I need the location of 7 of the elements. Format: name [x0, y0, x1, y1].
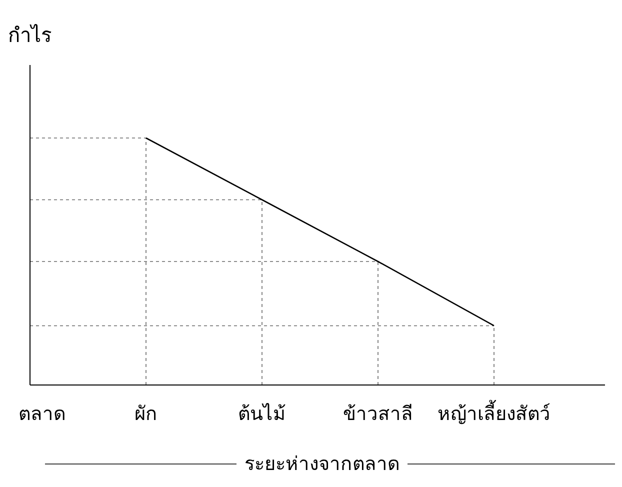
x-tick-label: หญ้าเลี้ยงสัตว์ — [438, 400, 550, 425]
x-tick-label: ข้าวสาลี — [343, 403, 413, 425]
y-axis-title: กำไร — [8, 23, 52, 47]
x-axis-title: ระยะห่างจากตลาด — [244, 453, 400, 475]
x-tick-label: ต้นไม้ — [238, 403, 286, 425]
x-tick-label: ผัก — [134, 403, 158, 425]
x-tick-label: ตลาด — [18, 403, 66, 425]
